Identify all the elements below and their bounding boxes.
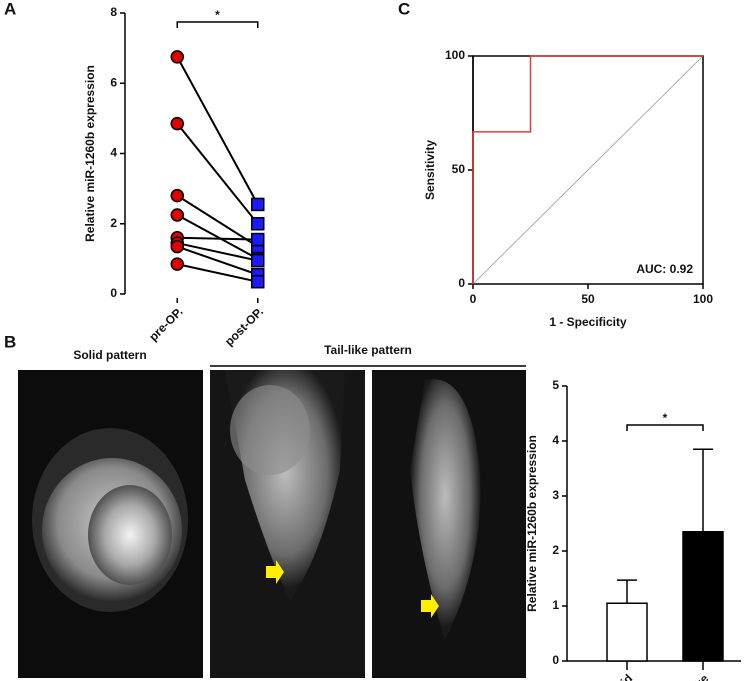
pair-line: [176, 214, 259, 260]
panel-label: C: [398, 0, 410, 18]
bar: [682, 531, 724, 662]
pair-line: [177, 263, 258, 283]
x-tick-label: 0: [470, 292, 477, 306]
y-tick-label: 4: [110, 146, 117, 160]
bar: [606, 602, 648, 662]
y-tick-label: 8: [110, 5, 117, 19]
roc-line: [472, 55, 704, 285]
data-square: [251, 253, 265, 268]
x-tick-label: Solid: [605, 671, 636, 681]
x-tick-label: 100: [693, 292, 713, 306]
data-square: [251, 274, 265, 289]
y-axis-label: Sensitivity: [423, 140, 437, 200]
significance-label: *: [663, 411, 668, 425]
data-point: [170, 188, 184, 203]
data-square: [251, 217, 265, 231]
significance-bracket: [176, 21, 259, 28]
panel-label: B: [4, 332, 16, 351]
x-axis-label: 1 - Specificity: [549, 315, 627, 329]
mri-images: [18, 370, 526, 678]
y-tick-label: 4: [552, 433, 559, 447]
data-square: [251, 232, 265, 247]
y-tick-label: 0: [552, 653, 559, 667]
panel-label: A: [4, 0, 16, 18]
x-tick-label: post-OP.: [222, 304, 266, 348]
data-point: [170, 50, 184, 64]
y-axis-label: Relative miR-1260b expression: [83, 65, 97, 242]
data-point: [170, 257, 184, 271]
pair-line: [176, 194, 259, 248]
data-point: [170, 239, 184, 254]
pair-line: [177, 236, 258, 241]
auc-label: AUC: 0.92: [636, 262, 693, 276]
y-tick-label: 1: [552, 598, 559, 612]
image-label: Tail-like pattern: [324, 343, 412, 357]
data-square: [251, 197, 265, 212]
data-point: [170, 116, 184, 131]
pair-line: [177, 242, 258, 262]
image-label: Solid pattern: [73, 348, 146, 362]
y-tick-label: 0: [110, 286, 117, 300]
x-tick-label: Tail-like: [670, 671, 711, 681]
data-point: [170, 208, 184, 222]
pair-line: [176, 245, 259, 276]
significance-label: *: [215, 8, 220, 22]
y-tick-label: 3: [552, 488, 559, 502]
roc-line: [472, 55, 703, 284]
pair-line: [176, 56, 259, 205]
y-tick-label: 0: [458, 276, 465, 290]
y-tick-label: 6: [110, 75, 117, 89]
x-tick-label: 50: [581, 292, 595, 306]
y-tick-label: 50: [452, 162, 466, 176]
y-axis-label: Relative miR-1260b expression: [525, 435, 539, 612]
pair-line: [176, 123, 259, 225]
y-tick-label: 5: [552, 378, 559, 392]
significance-bracket: [626, 424, 704, 431]
y-tick-label: 100: [445, 48, 465, 62]
x-tick-label: pre-OP.: [146, 304, 185, 343]
y-tick-label: 2: [110, 216, 117, 230]
y-tick-label: 2: [552, 543, 559, 557]
